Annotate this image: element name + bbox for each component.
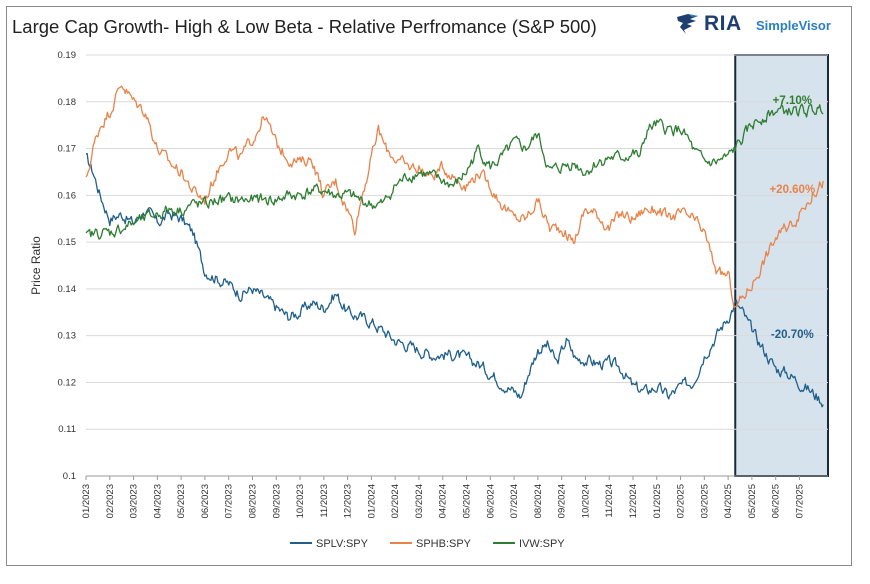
eagle-logo-icon <box>677 14 698 34</box>
y-tick-label: 0.18 <box>58 97 77 108</box>
x-tick-label: 06/2024 <box>485 484 496 518</box>
x-tick-label: 08/2023 <box>247 484 258 518</box>
y-axis-label: Price Ratio <box>29 236 43 295</box>
change-annotation: +7.10% <box>773 95 812 107</box>
x-tick-label: 09/2024 <box>557 484 568 518</box>
x-tick-label: 05/2025 <box>747 484 758 518</box>
x-tick-label: 03/2023 <box>129 484 140 518</box>
x-tick-label: 03/2024 <box>414 484 425 518</box>
x-tick-label: 09/2023 <box>271 484 282 518</box>
x-tick-label: 10/2023 <box>295 484 306 518</box>
x-tick-label: 05/2023 <box>176 484 187 518</box>
x-tick-label: 03/2025 <box>699 484 710 518</box>
x-tick-label: 01/2024 <box>366 484 377 518</box>
legend-label: IVW:SPY <box>519 538 565 550</box>
x-tick-label: 04/2023 <box>152 484 163 518</box>
x-tick-label: 11/2023 <box>319 484 330 518</box>
logo-product: SimpleVisor <box>756 18 831 33</box>
x-tick-label: 10/2024 <box>580 484 591 518</box>
y-tick-label: 0.13 <box>58 331 77 342</box>
x-tick-label: 11/2024 <box>604 484 615 518</box>
series-line-ivwspy <box>85 103 824 240</box>
x-tick-label: 12/2023 <box>343 484 354 518</box>
y-tick-label: 0.16 <box>58 190 77 201</box>
series-line-splvspy <box>85 153 824 408</box>
y-tick-label: 0.17 <box>58 144 77 155</box>
x-tick-label: 02/2024 <box>390 484 401 518</box>
y-tick-label: 0.11 <box>58 424 76 435</box>
change-annotation: +20.60% <box>769 184 815 196</box>
highlight-region <box>734 54 829 477</box>
legend-label: SPHB:SPY <box>416 538 472 550</box>
legend-label: SPLV:SPY <box>316 538 369 550</box>
x-tick-label: 07/2023 <box>224 484 235 518</box>
x-tick-label: 07/2024 <box>509 484 520 518</box>
x-tick-label: 07/2025 <box>794 484 805 518</box>
y-tick-label: 0.12 <box>58 377 77 388</box>
x-tick-label: 02/2025 <box>676 484 687 518</box>
series-line-sphbspy <box>85 85 824 309</box>
x-tick-label: 04/2024 <box>438 484 449 518</box>
x-tick-label: 02/2023 <box>105 484 116 518</box>
ria-simplevisor-logo: RIA SimpleVisor <box>676 12 836 38</box>
x-tick-label: 05/2024 <box>462 484 473 518</box>
logo-brand: RIA <box>704 12 742 35</box>
x-tick-label: 01/2025 <box>652 484 663 518</box>
y-tick-label: 0.15 <box>58 237 77 248</box>
x-tick-label: 01/2023 <box>81 484 92 518</box>
chart-frame <box>6 6 852 566</box>
x-tick-label: 08/2024 <box>533 484 544 518</box>
x-tick-label: 06/2025 <box>771 484 782 518</box>
y-tick-label: 0.19 <box>58 50 77 61</box>
change-annotation: -20.70% <box>771 329 814 341</box>
x-tick-label: 06/2023 <box>200 484 211 518</box>
y-tick-label: 0.14 <box>58 284 77 295</box>
chart-title: Large Cap Growth- High & Low Beta - Rela… <box>12 16 597 37</box>
x-tick-label: 12/2024 <box>628 484 639 518</box>
y-tick-label: 0.1 <box>63 471 76 482</box>
x-tick-label: 04/2025 <box>723 484 734 518</box>
